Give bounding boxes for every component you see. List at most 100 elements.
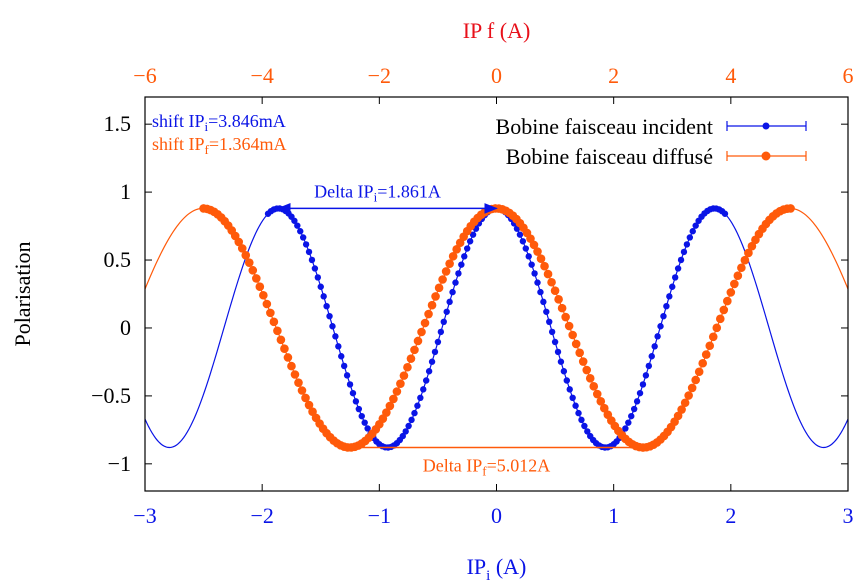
data-point-incident	[405, 422, 412, 430]
data-point-incident	[654, 333, 661, 340]
data-point-incident	[326, 312, 333, 320]
data-point-diffuse	[571, 339, 581, 349]
data-point-incident	[349, 389, 357, 397]
data-point-diffuse	[596, 397, 606, 406]
data-point-incident	[651, 343, 658, 350]
data-point-incident	[669, 283, 676, 290]
x-axis-label-rest: (A)	[490, 554, 526, 579]
data-point-incident	[534, 279, 541, 286]
data-point-diffuse	[554, 295, 563, 304]
data-point-diffuse	[533, 247, 542, 256]
data-point-diffuse	[543, 269, 553, 279]
data-point-incident	[686, 234, 694, 241]
y-tick-label: −0.5	[91, 383, 131, 408]
x2-tick-label: −2	[368, 63, 391, 88]
data-point-incident	[674, 265, 682, 272]
data-point-diffuse	[287, 361, 296, 371]
data-point-incident	[355, 405, 363, 413]
data-point-incident	[625, 419, 632, 426]
data-point-incident	[689, 228, 696, 235]
data-point-incident	[420, 386, 427, 393]
data-point-incident	[584, 428, 591, 435]
diffuse-points-layer	[199, 204, 795, 452]
data-point-incident	[452, 279, 459, 286]
data-point-incident	[575, 409, 582, 417]
data-point-incident	[516, 231, 524, 238]
data-point-diffuse	[385, 401, 395, 411]
data-point-incident	[402, 428, 409, 435]
legend-label-diffuse: Bobine faisceau diffusé	[506, 144, 713, 169]
incident-points-layer	[264, 205, 729, 451]
data-point-incident	[294, 222, 301, 229]
incident-fit-curve-layer	[145, 207, 848, 449]
data-point-incident	[557, 358, 565, 365]
y-tick-label: −1	[108, 451, 131, 476]
data-point-incident	[338, 353, 345, 360]
data-point-incident	[364, 425, 371, 432]
data-point-incident	[551, 338, 559, 346]
data-point-incident	[449, 288, 456, 296]
data-point-diffuse	[294, 378, 303, 387]
data-point-diffuse	[448, 251, 458, 261]
x-tick-label: −3	[133, 503, 156, 528]
fit-curve-incident	[145, 207, 848, 449]
data-point-diffuse	[680, 398, 690, 408]
y-tick-label: 0	[120, 315, 131, 340]
data-point-incident	[548, 328, 556, 336]
data-point-incident	[633, 398, 641, 405]
legend-label-incident: Bobine faisceau incident	[496, 114, 713, 139]
data-point-incident	[332, 333, 339, 340]
data-point-incident	[663, 302, 670, 310]
data-point-diffuse	[438, 275, 447, 284]
x-tick-label: −1	[368, 503, 391, 528]
data-point-diffuse	[726, 288, 736, 297]
data-point-diffuse	[280, 344, 289, 353]
data-point-incident	[408, 416, 415, 424]
x-axis-label-sub: i	[486, 568, 490, 584]
data-point-diffuse	[568, 330, 577, 340]
data-point-diffuse	[273, 326, 282, 336]
data-point-incident	[677, 256, 685, 264]
data-point-incident	[352, 398, 360, 405]
data-point-diffuse	[677, 405, 686, 414]
data-point-diffuse	[744, 248, 753, 258]
data-point-diffuse	[410, 345, 419, 355]
data-point-diffuse	[248, 266, 258, 275]
data-point-diffuse	[564, 321, 574, 331]
data-point-incident	[531, 270, 538, 277]
x2-tick-label: 2	[608, 63, 619, 88]
y-axis-label: Polarisation	[10, 241, 35, 346]
x2-tick-label: 6	[843, 63, 854, 88]
data-point-diffuse	[427, 300, 437, 310]
data-point-incident	[563, 377, 570, 384]
data-point-incident	[308, 256, 316, 264]
data-point-diffuse	[382, 408, 391, 417]
x2-tick-label: 0	[491, 63, 502, 88]
x2-tick-label: −4	[250, 63, 273, 88]
data-point-incident	[721, 210, 729, 217]
data-point-diffuse	[719, 305, 729, 315]
legend: Bobine faisceau incident Bobine faisceau …	[496, 114, 807, 169]
data-point-diffuse	[740, 255, 750, 265]
data-point-incident	[630, 405, 638, 413]
y-tick-label: 1	[120, 179, 131, 204]
data-point-diffuse	[301, 393, 310, 403]
x-tick-label: 0	[491, 503, 502, 528]
data-point-incident	[537, 288, 544, 296]
data-point-incident	[578, 416, 585, 424]
data-point-incident	[335, 343, 342, 350]
data-point-diffuse	[540, 261, 549, 271]
data-point-incident	[437, 328, 445, 336]
data-point-incident	[340, 362, 348, 370]
data-point-diffuse	[730, 279, 739, 289]
data-point-diffuse	[737, 263, 746, 273]
data-point-diffuse	[241, 251, 251, 260]
data-point-incident	[302, 241, 310, 248]
data-point-diffuse	[255, 282, 265, 292]
data-point-diffuse	[687, 383, 697, 393]
data-point-diffuse	[585, 374, 595, 383]
data-point-incident	[464, 245, 471, 252]
annotation-delta-f: Delta IPf=5.012A	[423, 456, 550, 479]
data-point-incident	[323, 302, 330, 310]
data-point-incident	[297, 228, 304, 235]
